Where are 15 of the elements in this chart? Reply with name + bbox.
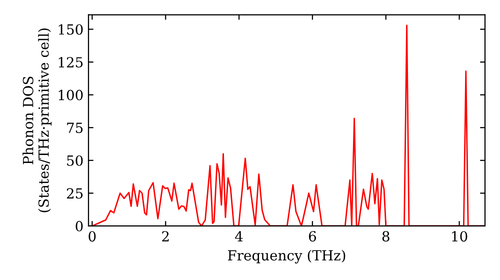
y-tick-label: 150	[58, 24, 83, 35]
x-tick-label: 6	[308, 231, 316, 242]
x-tick-label: 8	[382, 231, 390, 242]
y-axis-title: Phonon DOS (States/THz·primitive cell)	[22, 28, 52, 212]
x-tick-label: 4	[235, 231, 243, 242]
x-tick-label: 2	[162, 231, 169, 242]
y-tick-label: 125	[58, 57, 83, 68]
y-tick-label: 75	[67, 122, 83, 134]
y-tick-label: 50	[67, 155, 83, 166]
y-tick-label: 25	[66, 188, 83, 199]
y-tick-label: 100	[58, 90, 83, 100]
x-tick-label: 10	[452, 231, 468, 242]
x-tick-label: 0	[88, 231, 96, 242]
y-tick-label: 0	[76, 220, 83, 232]
x-axis-title: Frequency (THz)	[228, 250, 346, 264]
